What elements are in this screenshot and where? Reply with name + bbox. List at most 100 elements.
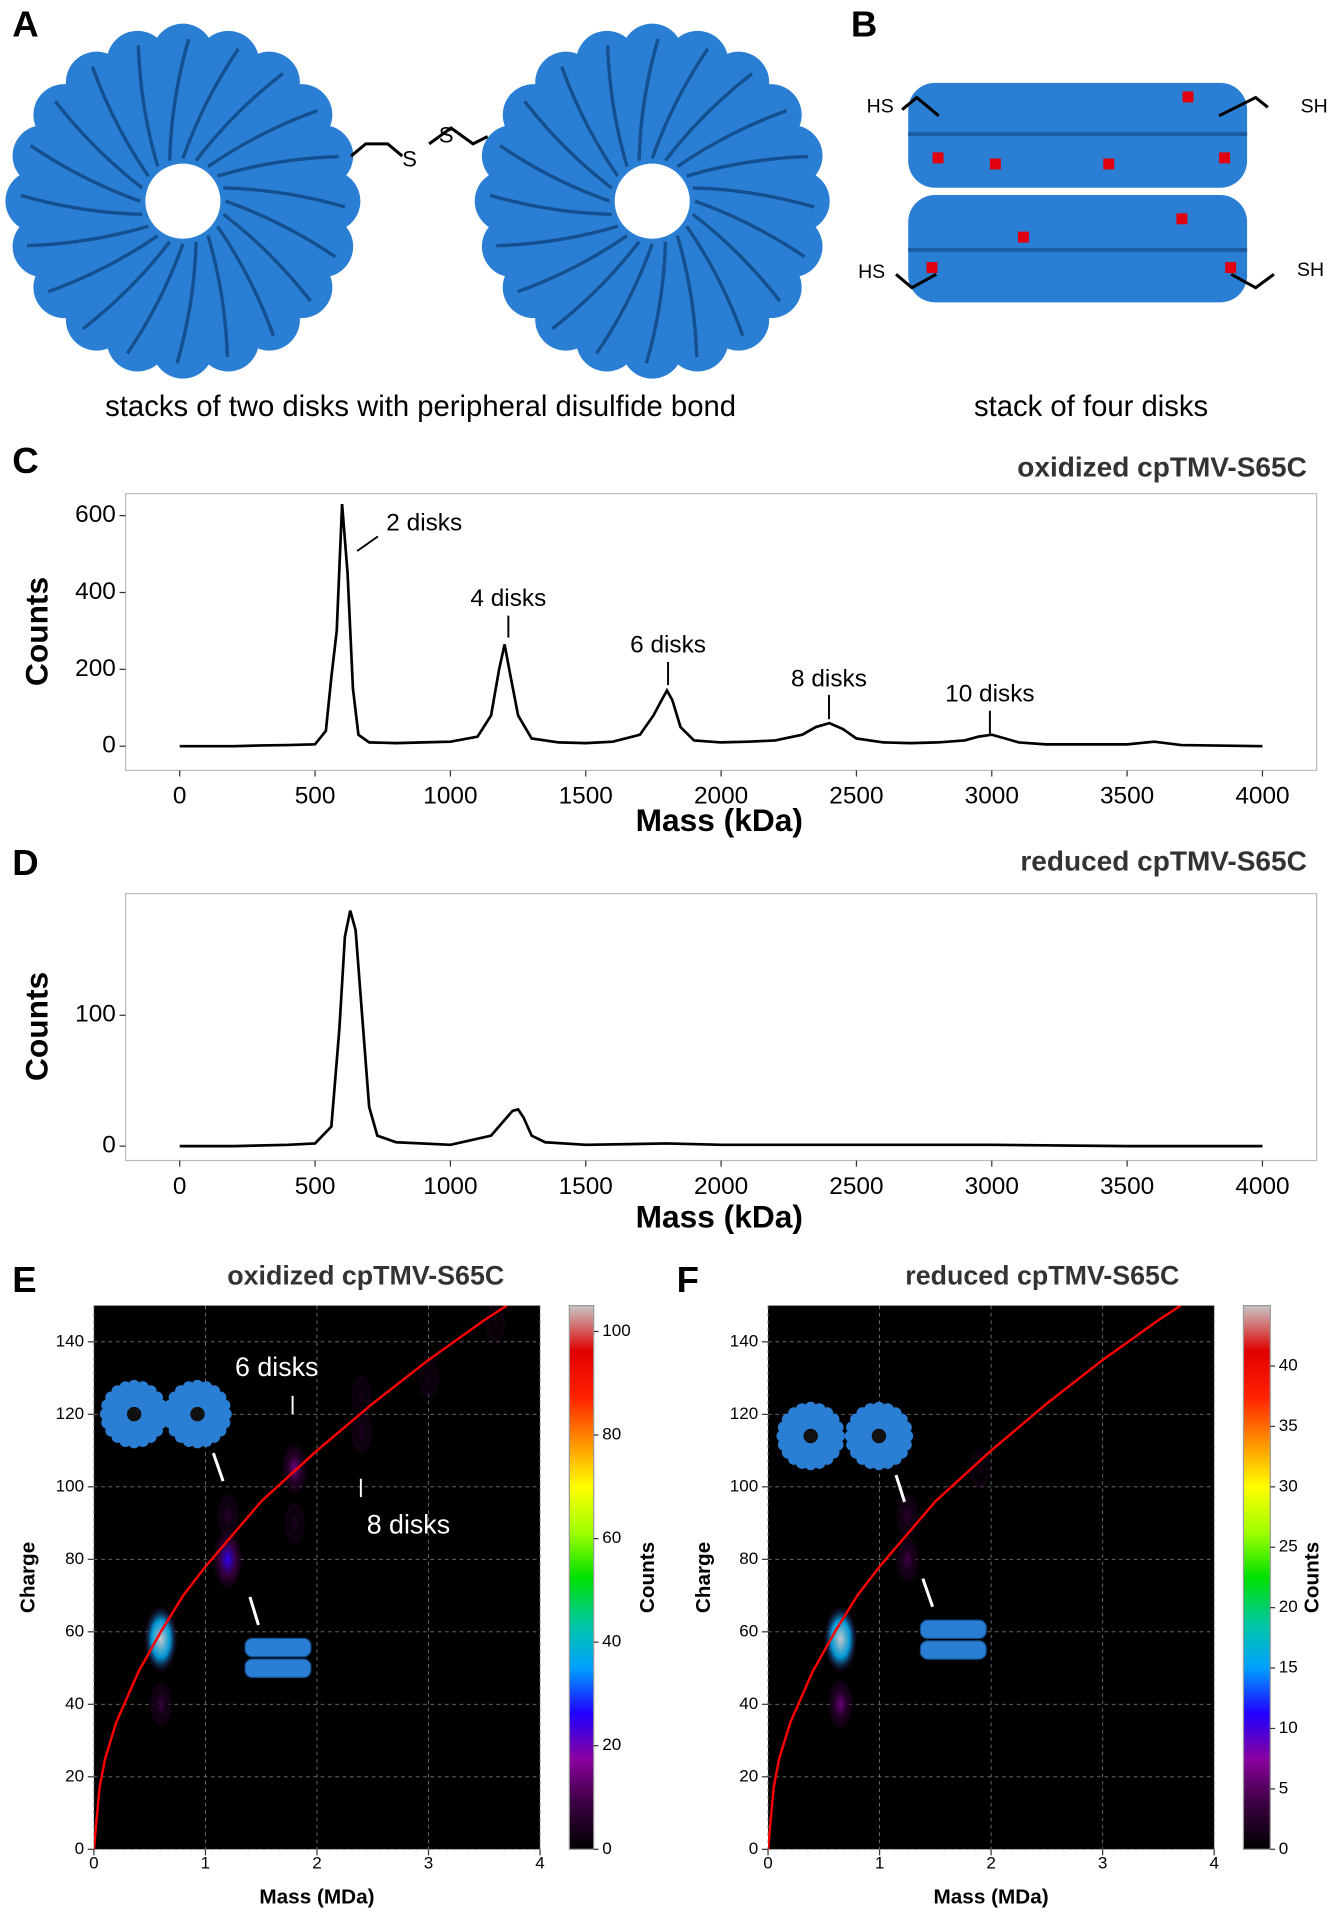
linker (895, 95, 1275, 290)
x-tick-label: 500 (295, 1173, 336, 1200)
x-tick-label: 1 (875, 1853, 884, 1872)
stack-icon (919, 1640, 987, 1660)
spot (823, 1604, 858, 1674)
x-tick-label: 4 (535, 1853, 544, 1872)
x-tick-label: 2 (986, 1853, 995, 1872)
annotation: 10 disks (945, 680, 1034, 707)
plot-frame (124, 892, 1318, 1162)
x-tick-label: 2000 (694, 1173, 748, 1200)
x-tick-label: 0 (89, 1853, 98, 1872)
y-tick-label: 200 (75, 655, 116, 682)
x-tick-label: 1500 (559, 1173, 613, 1200)
illustration-b: HS SH HS SH stack of four disks (858, 82, 1328, 423)
colorbar-tick-label: 0 (602, 1839, 611, 1858)
y-tick-label: 100 (75, 1001, 116, 1028)
spot (149, 1680, 173, 1728)
spot (827, 1678, 854, 1731)
panel-label: C (12, 440, 38, 481)
y-axis-label: Charge (17, 1542, 40, 1613)
y-tick-label: 40 (739, 1694, 758, 1713)
colorbar-tick-label: 15 (1279, 1658, 1298, 1677)
x-tick-label: 0 (173, 1173, 187, 1200)
colorbar-tick-label: 40 (602, 1632, 621, 1651)
x-tick-label: 1000 (423, 1173, 477, 1200)
caption: stacks of two disks with peripheral disu… (105, 391, 736, 423)
leader-line (211, 1452, 260, 1626)
bond (350, 126, 489, 158)
leader-line (894, 1474, 935, 1608)
y-tick-label: 60 (739, 1621, 758, 1640)
x-tick-label: 3000 (965, 1173, 1019, 1200)
y-axis-label: Charge (692, 1542, 715, 1613)
data-line (179, 910, 1263, 1148)
caption: stack of four disks (974, 391, 1208, 423)
spot (281, 1442, 308, 1496)
panel-label: A (12, 3, 38, 44)
y-tick-label: 20 (739, 1766, 758, 1785)
disk-icon (5, 23, 361, 379)
x-axis-label: Mass (MDa) (934, 1886, 1049, 1909)
spot (216, 1493, 240, 1539)
group-label: HS (858, 261, 885, 283)
spot (283, 1501, 306, 1546)
x-tick-label: 1 (201, 1853, 210, 1872)
y-tick-label: 600 (75, 501, 116, 528)
x-tick-label: 500 (295, 783, 336, 810)
y-tick-label: 80 (65, 1549, 84, 1568)
x-tick-label: 2500 (829, 1173, 883, 1200)
x-tick-label: 0 (173, 783, 187, 810)
annotation: 4 disks (470, 585, 546, 612)
x-tick-label: 3 (1098, 1853, 1107, 1872)
panel-label: F (677, 1259, 699, 1300)
stack-icon (244, 1658, 312, 1679)
x-tick-label: 3500 (1100, 783, 1154, 810)
chart-title: reduced cpTMV-S65C (1020, 845, 1306, 876)
x-tick-label: 4000 (1235, 1173, 1289, 1200)
fit-curve (93, 1305, 508, 1850)
y-tick-label: 0 (75, 1839, 84, 1858)
fit-curve (768, 1305, 1182, 1850)
y-tick-label: 40 (65, 1694, 84, 1713)
spot (417, 1356, 440, 1400)
colorbar-tick-label: 20 (1279, 1597, 1298, 1616)
y-axis-label: Counts (18, 577, 54, 686)
chart: oxidized cpTMV-S65C Mass (kDa) Counts 0 500 1… (18, 452, 1318, 838)
spot (895, 1535, 920, 1584)
colorbar-tick-label: 20 (602, 1735, 621, 1754)
panel-label: E (12, 1259, 36, 1300)
x-tick-label: 4 (1209, 1853, 1218, 1872)
colorbar-tick-label: 30 (1279, 1476, 1298, 1495)
group-label: HS (867, 95, 894, 117)
colorbar-tick-label: 25 (1279, 1537, 1298, 1556)
colorbar-label: Counts (636, 1542, 659, 1613)
x-tick-label: 3 (424, 1853, 433, 1872)
atom-label: S (402, 147, 417, 172)
chart: reduced cpTMV-S65C Mass (MDa) Charge 0 1 2 3 40… (692, 1261, 1323, 1909)
atom-label: S (439, 122, 454, 147)
x-axis-label: Mass (MDa) (259, 1886, 374, 1909)
panel-label: B (851, 3, 877, 44)
annotation: 8 disks (791, 666, 867, 693)
x-tick-label: 1000 (423, 783, 477, 810)
x-tick-label: 1500 (559, 783, 613, 810)
spot (143, 1604, 178, 1674)
groove (908, 132, 1248, 252)
group-label: SH (1297, 259, 1324, 281)
annotation: 6 disks (630, 632, 706, 659)
x-tick-label: 3500 (1100, 1173, 1154, 1200)
spot (350, 1410, 373, 1455)
y-tick-label: 140 (56, 1331, 84, 1350)
chart-title: reduced cpTMV-S65C (905, 1261, 1179, 1291)
colorbar-tick-label: 100 (602, 1321, 630, 1340)
x-tick-label: 2000 (694, 783, 748, 810)
disk-icon (163, 1379, 232, 1449)
y-tick-label: 0 (102, 1132, 116, 1159)
x-axis-label: Mass (kDa) (636, 802, 803, 838)
y-tick-label: 0 (749, 1839, 758, 1858)
disk-icon (776, 1401, 845, 1471)
y-tick-label: 400 (75, 578, 116, 605)
plot-frame (124, 493, 1318, 772)
